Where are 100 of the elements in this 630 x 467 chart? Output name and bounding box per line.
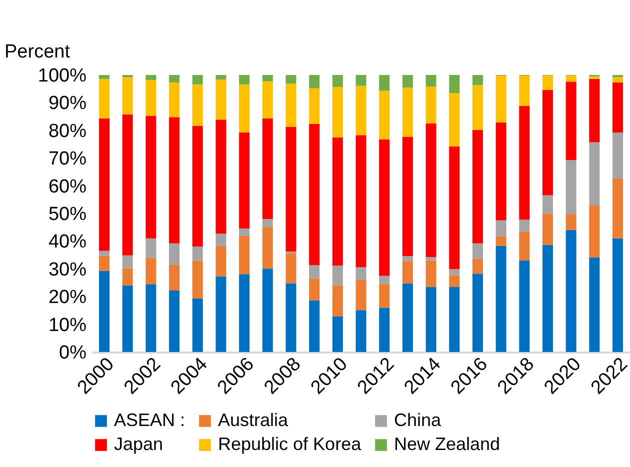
bar bbox=[262, 118, 273, 220]
bar bbox=[566, 82, 576, 160]
bar bbox=[309, 300, 320, 352]
legend-label: Australia bbox=[218, 410, 290, 430]
y-tick-label: 50% bbox=[48, 204, 87, 225]
bar bbox=[379, 140, 390, 276]
bar bbox=[496, 220, 506, 236]
bar bbox=[542, 214, 553, 245]
bar bbox=[402, 87, 413, 137]
bar bbox=[262, 75, 273, 82]
bar bbox=[99, 250, 110, 256]
legend-label: China bbox=[394, 410, 442, 430]
bar bbox=[612, 178, 623, 238]
bar bbox=[146, 284, 156, 352]
legend-label: Japan bbox=[114, 434, 164, 454]
bar bbox=[449, 75, 460, 94]
bar bbox=[99, 75, 110, 79]
bar bbox=[356, 267, 366, 280]
bar bbox=[402, 283, 413, 352]
y-tick-label: 80% bbox=[48, 120, 87, 142]
bar bbox=[332, 266, 343, 286]
bar bbox=[426, 286, 436, 352]
bar bbox=[286, 283, 296, 352]
bar bbox=[519, 76, 530, 106]
bar bbox=[566, 160, 576, 214]
bar bbox=[566, 214, 576, 230]
bar bbox=[216, 246, 226, 276]
bar bbox=[612, 82, 623, 133]
bar bbox=[262, 81, 273, 118]
y-axis-title: Percent bbox=[4, 42, 71, 62]
bar bbox=[239, 75, 250, 84]
bar bbox=[216, 75, 226, 80]
bar bbox=[146, 75, 156, 80]
bar bbox=[449, 269, 460, 276]
bar bbox=[332, 75, 343, 87]
bar bbox=[496, 236, 506, 246]
bar bbox=[262, 268, 273, 352]
bar bbox=[239, 236, 250, 274]
bar bbox=[519, 260, 530, 352]
bar bbox=[426, 86, 436, 124]
bar bbox=[169, 117, 180, 244]
y-tick-label: 100% bbox=[38, 66, 87, 86]
bar bbox=[122, 285, 133, 352]
bar bbox=[402, 136, 413, 256]
bar bbox=[332, 316, 343, 352]
bar bbox=[239, 84, 250, 132]
bar bbox=[379, 284, 390, 308]
bar bbox=[122, 255, 133, 268]
bar bbox=[332, 137, 343, 266]
bar bbox=[472, 130, 483, 244]
bar bbox=[449, 146, 460, 270]
bar bbox=[402, 75, 413, 88]
bar bbox=[309, 265, 320, 278]
bar bbox=[262, 227, 273, 269]
bar bbox=[192, 298, 203, 352]
y-tick-label: 10% bbox=[48, 314, 87, 336]
bar bbox=[192, 84, 203, 126]
bar bbox=[426, 256, 436, 260]
bar bbox=[589, 257, 600, 352]
bar bbox=[542, 195, 553, 214]
bar bbox=[146, 258, 156, 284]
bar bbox=[496, 122, 506, 220]
bar bbox=[472, 243, 483, 259]
bar bbox=[589, 78, 600, 142]
bar bbox=[216, 276, 226, 352]
bar bbox=[356, 86, 366, 136]
bar bbox=[426, 75, 436, 87]
bar bbox=[169, 265, 180, 291]
y-tick-label: 30% bbox=[48, 259, 87, 280]
bar bbox=[356, 135, 366, 268]
bar bbox=[99, 118, 110, 251]
bar bbox=[519, 106, 530, 220]
bar bbox=[566, 76, 576, 82]
bar bbox=[449, 286, 460, 352]
y-tick-label: 90% bbox=[48, 93, 87, 114]
bar bbox=[286, 84, 296, 127]
y-tick-label: 70% bbox=[48, 148, 87, 170]
bar bbox=[332, 285, 343, 316]
bar bbox=[99, 270, 110, 352]
bar bbox=[426, 123, 436, 257]
bar bbox=[169, 290, 180, 352]
y-tick-label: 20% bbox=[48, 287, 87, 308]
bar bbox=[192, 75, 203, 84]
bar bbox=[286, 126, 296, 252]
bar bbox=[356, 310, 366, 352]
bar bbox=[122, 268, 133, 286]
bar bbox=[192, 260, 203, 298]
bar bbox=[589, 142, 600, 206]
y-tick-label: 40% bbox=[48, 232, 87, 253]
bar bbox=[379, 90, 390, 140]
bar bbox=[542, 244, 553, 352]
bar bbox=[332, 86, 343, 138]
bar bbox=[146, 116, 156, 238]
bar bbox=[169, 75, 180, 82]
bar bbox=[122, 77, 133, 114]
bar bbox=[402, 260, 413, 284]
legend-label: Republic of Korea bbox=[218, 434, 362, 454]
bar bbox=[192, 246, 203, 260]
bar bbox=[122, 114, 133, 256]
bar bbox=[146, 80, 156, 116]
